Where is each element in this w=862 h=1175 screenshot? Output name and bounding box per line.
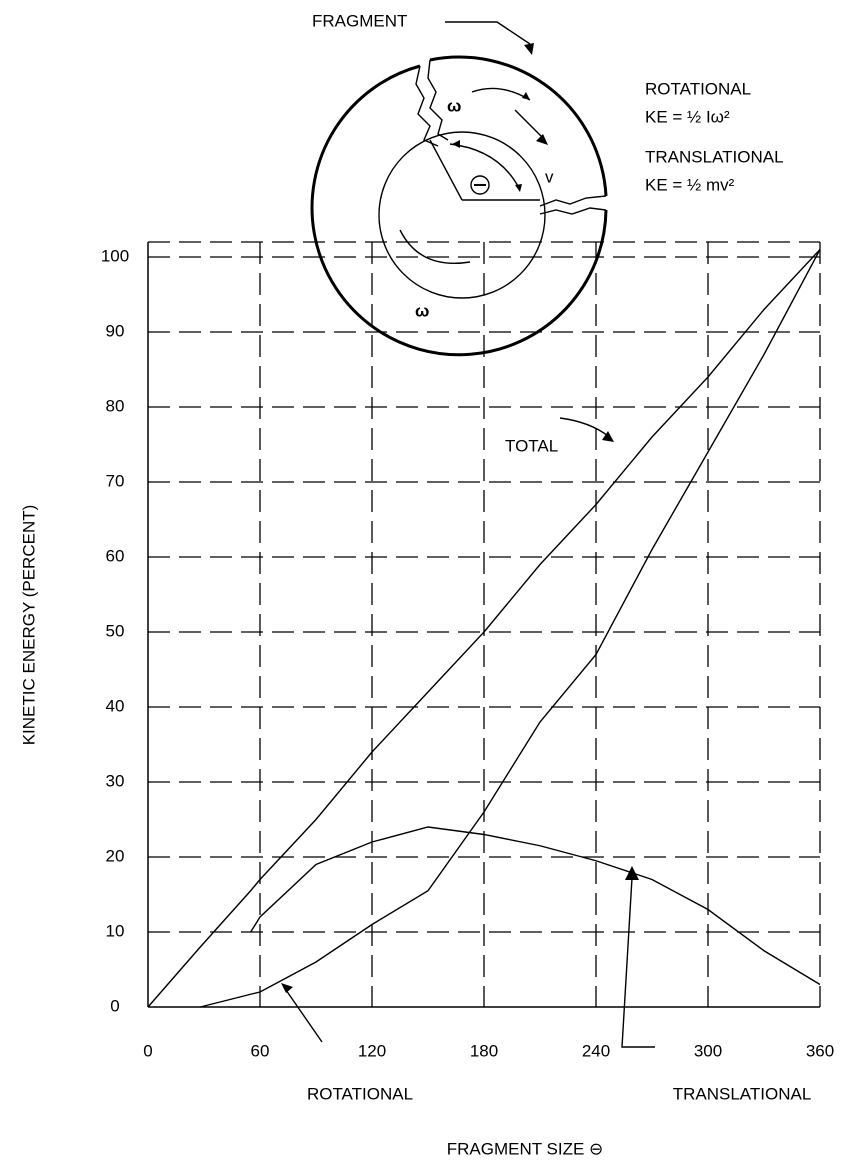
- x-tick-label: 360: [806, 1041, 834, 1060]
- arrowhead: [524, 43, 534, 55]
- y-tick-label: 20: [106, 846, 125, 865]
- x-axis-label: FRAGMENT SIZE ⊖: [447, 1139, 604, 1158]
- arrowhead: [522, 92, 530, 100]
- crack: [415, 65, 439, 147]
- arrow: [285, 989, 323, 1043]
- label-rotational: ROTATIONAL: [645, 79, 751, 98]
- arrowhead: [602, 431, 614, 442]
- arrow: [559, 417, 609, 437]
- annotation-arrows: [281, 417, 655, 1048]
- y-tick-label: 40: [106, 696, 125, 715]
- wedge: [429, 139, 540, 201]
- arrowhead: [452, 140, 522, 192]
- rotation-arrow: [399, 229, 471, 264]
- data-line: [200, 249, 821, 1008]
- x-tick-label: 300: [694, 1041, 722, 1060]
- arrow: [621, 877, 655, 1048]
- disk-diagram: [310, 21, 608, 357]
- arrow: [449, 143, 521, 191]
- curve-label: TOTAL: [505, 436, 558, 455]
- angle-symbol: [470, 175, 490, 195]
- hub: [378, 131, 546, 299]
- label-omega: ω: [447, 96, 461, 115]
- arrow: [471, 87, 531, 101]
- formula: KE = ½ mv²: [645, 175, 735, 194]
- arrowhead: [281, 983, 293, 993]
- y-tick-label: 70: [106, 471, 125, 490]
- y-axis-label: KINETIC ENERGY (PERCENT): [19, 505, 38, 746]
- data-line: [250, 826, 821, 986]
- curve-label: TRANSLATIONAL: [673, 1084, 812, 1103]
- arrowhead: [625, 866, 639, 880]
- y-tick-label: 0: [110, 996, 119, 1015]
- y-tick-label: 100: [101, 246, 129, 265]
- disk-outline: [310, 64, 608, 357]
- y-tick-label: 10: [106, 921, 125, 940]
- y-tick-label: 90: [106, 321, 125, 340]
- arrow: [514, 109, 546, 141]
- y-tick-label: 80: [106, 396, 125, 415]
- formula: KE = ½ Iω²: [645, 107, 730, 126]
- x-tick-label: 60: [251, 1041, 270, 1060]
- y-tick-label: 30: [106, 771, 125, 790]
- label-v: v: [545, 167, 554, 186]
- label-translational: TRANSLATIONAL: [645, 147, 784, 166]
- curve-label: ROTATIONAL: [307, 1084, 413, 1103]
- x-tick-label: 120: [358, 1041, 386, 1060]
- leader: [445, 21, 531, 45]
- x-tick-label: 180: [470, 1041, 498, 1060]
- crack: [539, 207, 607, 215]
- y-tick-label: 60: [106, 546, 125, 565]
- label-fragment: FRAGMENT: [312, 11, 407, 30]
- arrowhead: [536, 134, 548, 145]
- x-tick-label: 0: [143, 1041, 152, 1060]
- y-tick-label: 50: [106, 621, 125, 640]
- crack: [539, 195, 607, 207]
- fragment-outline: [429, 55, 608, 197]
- x-tick-label: 240: [582, 1041, 610, 1060]
- crack: [427, 59, 449, 141]
- data-line: [147, 249, 821, 1008]
- label-omega: ω: [415, 301, 429, 320]
